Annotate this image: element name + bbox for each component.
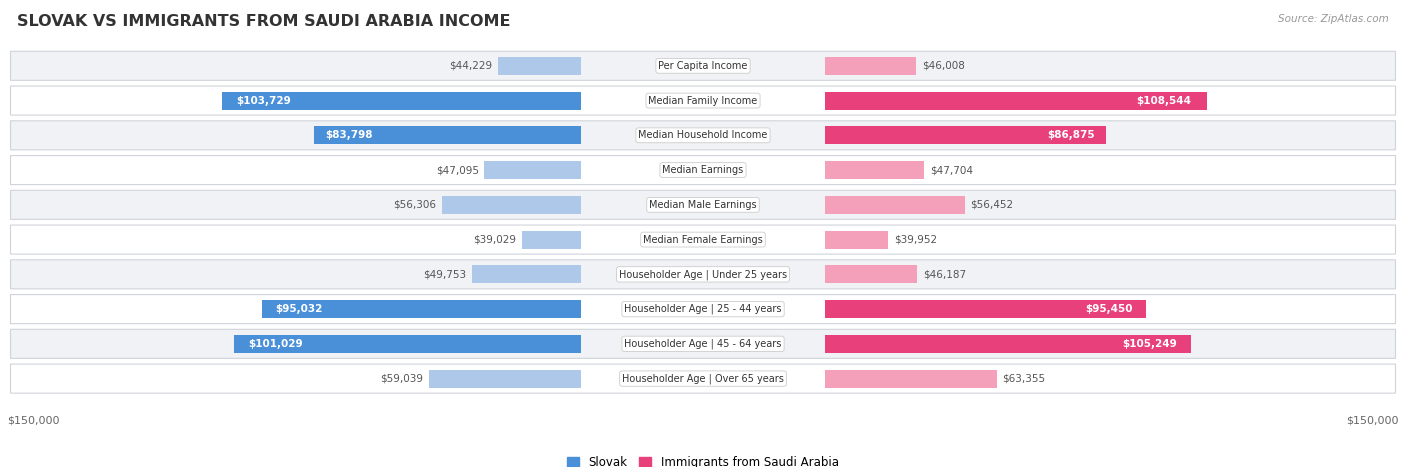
Text: $150,000: $150,000 [1347, 415, 1399, 425]
Text: Median Family Income: Median Family Income [648, 96, 758, 106]
Text: $46,008: $46,008 [922, 61, 965, 71]
Text: $39,952: $39,952 [894, 234, 936, 245]
Text: $56,452: $56,452 [970, 200, 1014, 210]
FancyBboxPatch shape [10, 364, 1396, 393]
Bar [825, 265, 917, 283]
Bar [825, 335, 1191, 353]
Text: Householder Age | 45 - 64 years: Householder Age | 45 - 64 years [624, 339, 782, 349]
FancyBboxPatch shape [10, 295, 1396, 324]
FancyBboxPatch shape [10, 121, 1396, 150]
FancyBboxPatch shape [10, 329, 1396, 358]
Text: $150,000: $150,000 [7, 415, 59, 425]
Bar [825, 57, 917, 75]
Text: $63,355: $63,355 [1002, 374, 1046, 383]
Text: Median Female Earnings: Median Female Earnings [643, 234, 763, 245]
Bar [825, 369, 997, 388]
Text: $44,229: $44,229 [449, 61, 492, 71]
FancyBboxPatch shape [10, 260, 1396, 289]
Text: $105,249: $105,249 [1122, 339, 1177, 349]
Text: $49,753: $49,753 [423, 269, 467, 279]
Text: Householder Age | 25 - 44 years: Householder Age | 25 - 44 years [624, 304, 782, 314]
Bar [262, 300, 581, 318]
Text: $95,450: $95,450 [1085, 304, 1133, 314]
Text: Source: ZipAtlas.com: Source: ZipAtlas.com [1278, 14, 1389, 24]
Bar [441, 196, 581, 214]
Bar [222, 92, 581, 110]
Text: Median Male Earnings: Median Male Earnings [650, 200, 756, 210]
Bar [498, 57, 581, 75]
Bar [825, 161, 924, 179]
Bar [522, 231, 581, 248]
FancyBboxPatch shape [10, 190, 1396, 219]
Text: $103,729: $103,729 [236, 96, 291, 106]
Text: Per Capita Income: Per Capita Income [658, 61, 748, 71]
Bar [825, 126, 1107, 144]
Text: $95,032: $95,032 [274, 304, 322, 314]
Text: $101,029: $101,029 [247, 339, 302, 349]
FancyBboxPatch shape [10, 156, 1396, 184]
Bar [825, 92, 1206, 110]
Text: $59,039: $59,039 [381, 374, 423, 383]
Text: $108,544: $108,544 [1136, 96, 1191, 106]
Text: Householder Age | Over 65 years: Householder Age | Over 65 years [621, 373, 785, 384]
Text: $56,306: $56,306 [394, 200, 436, 210]
Text: $83,798: $83,798 [325, 130, 373, 140]
Text: $47,095: $47,095 [436, 165, 479, 175]
Bar [429, 369, 581, 388]
Text: $46,187: $46,187 [922, 269, 966, 279]
Text: $39,029: $39,029 [474, 234, 516, 245]
Text: Householder Age | Under 25 years: Householder Age | Under 25 years [619, 269, 787, 280]
Text: $86,875: $86,875 [1047, 130, 1095, 140]
Text: Median Earnings: Median Earnings [662, 165, 744, 175]
Bar [472, 265, 581, 283]
Text: SLOVAK VS IMMIGRANTS FROM SAUDI ARABIA INCOME: SLOVAK VS IMMIGRANTS FROM SAUDI ARABIA I… [17, 14, 510, 29]
Bar [235, 335, 581, 353]
Legend: Slovak, Immigrants from Saudi Arabia: Slovak, Immigrants from Saudi Arabia [562, 452, 844, 467]
Bar [314, 126, 581, 144]
FancyBboxPatch shape [10, 51, 1396, 80]
FancyBboxPatch shape [10, 225, 1396, 254]
Bar [825, 196, 965, 214]
Text: Median Household Income: Median Household Income [638, 130, 768, 140]
Bar [825, 231, 889, 248]
FancyBboxPatch shape [10, 86, 1396, 115]
Bar [485, 161, 581, 179]
Bar [825, 300, 1146, 318]
Text: $47,704: $47,704 [929, 165, 973, 175]
